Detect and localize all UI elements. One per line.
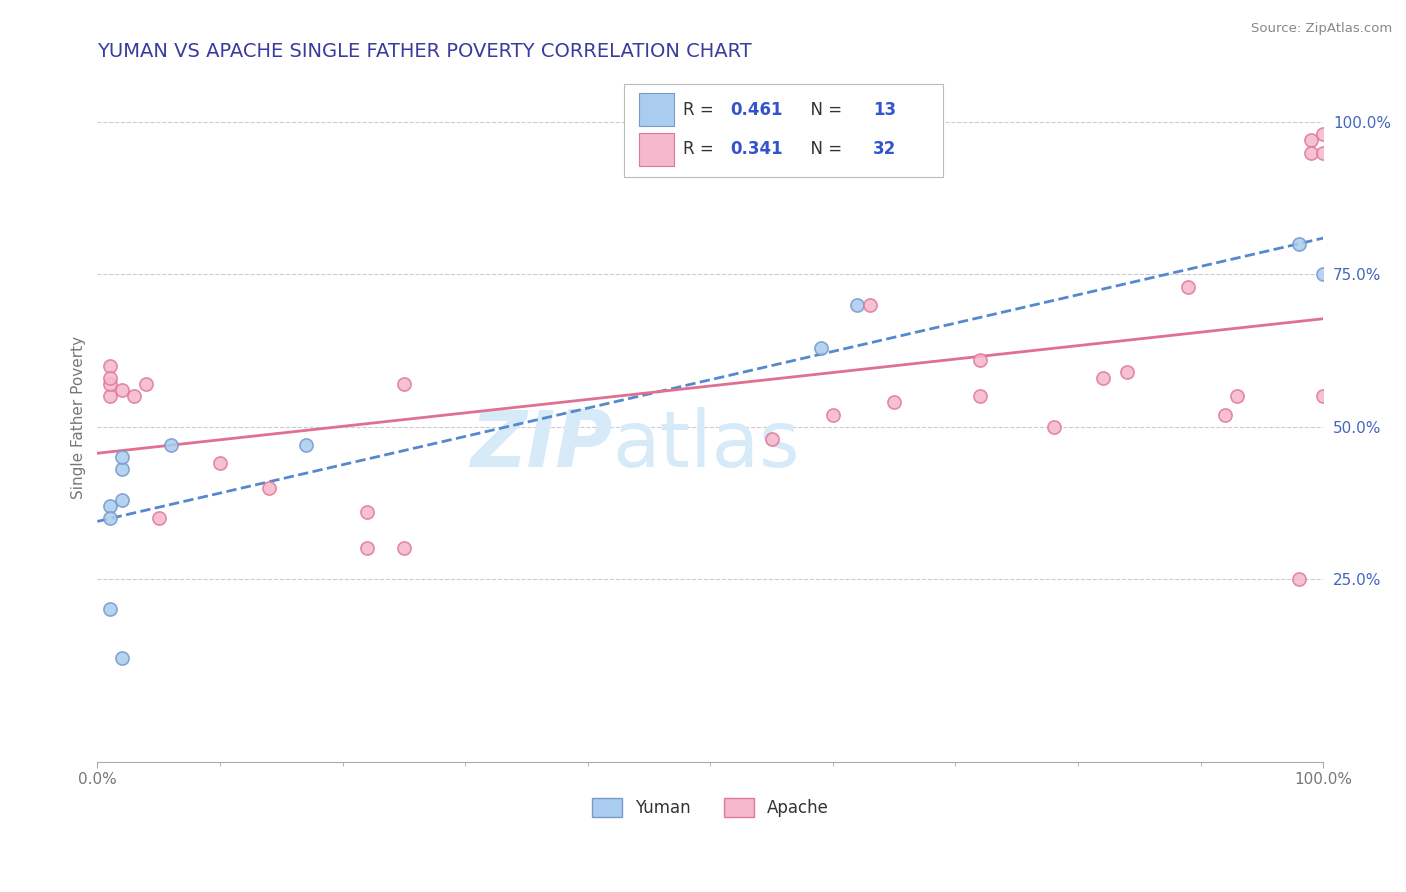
Y-axis label: Single Father Poverty: Single Father Poverty (72, 336, 86, 500)
Point (1299, 133, 1322, 147)
Text: ZIP: ZIP (470, 407, 612, 483)
Point (821, 408, 844, 422)
Point (111, 462, 134, 476)
Point (1288, 237, 1310, 252)
Point (98, 511, 121, 525)
Point (98, 389, 121, 403)
Point (356, 541, 378, 556)
Point (98, 602, 121, 616)
Point (111, 492, 134, 507)
Text: R =: R = (683, 101, 720, 119)
Point (846, 298, 869, 312)
Point (1312, 145, 1334, 160)
Point (859, 298, 882, 312)
Point (111, 383, 134, 397)
Text: 13: 13 (873, 101, 897, 119)
Text: atlas: atlas (612, 407, 800, 483)
Point (208, 456, 231, 470)
Text: YUMAN VS APACHE SINGLE FATHER POVERTY CORRELATION CHART: YUMAN VS APACHE SINGLE FATHER POVERTY CO… (97, 42, 752, 61)
Point (969, 389, 991, 403)
Point (98, 371, 121, 385)
Point (122, 389, 145, 403)
FancyBboxPatch shape (624, 84, 943, 177)
Point (969, 352, 991, 367)
Point (148, 511, 170, 525)
Point (356, 505, 378, 519)
Point (1042, 419, 1064, 434)
Text: R =: R = (683, 140, 720, 158)
Point (111, 450, 134, 464)
Point (392, 541, 415, 556)
Point (1312, 128, 1334, 142)
Point (1213, 408, 1236, 422)
Point (135, 377, 157, 392)
Point (810, 341, 832, 355)
Point (392, 377, 415, 392)
Point (98, 377, 121, 392)
Point (1091, 371, 1114, 385)
Point (257, 481, 280, 495)
Point (761, 432, 783, 446)
Text: N =: N = (800, 140, 848, 158)
FancyBboxPatch shape (640, 94, 673, 127)
Point (160, 438, 183, 452)
Point (98, 499, 121, 513)
Point (98, 359, 121, 373)
Point (1312, 389, 1334, 403)
Text: Source: ZipAtlas.com: Source: ZipAtlas.com (1251, 22, 1392, 36)
Point (294, 438, 316, 452)
Point (1177, 279, 1199, 293)
Point (1288, 572, 1310, 586)
Text: N =: N = (800, 101, 848, 119)
Text: 0.341: 0.341 (730, 140, 783, 158)
Point (111, 651, 134, 665)
Point (1116, 365, 1139, 379)
Point (1312, 268, 1334, 282)
Point (883, 395, 905, 409)
Text: 0.461: 0.461 (730, 101, 782, 119)
Point (1299, 145, 1322, 160)
FancyBboxPatch shape (640, 133, 673, 166)
Legend: Yuman, Apache: Yuman, Apache (585, 791, 835, 823)
Point (1226, 389, 1249, 403)
Text: 32: 32 (873, 140, 897, 158)
